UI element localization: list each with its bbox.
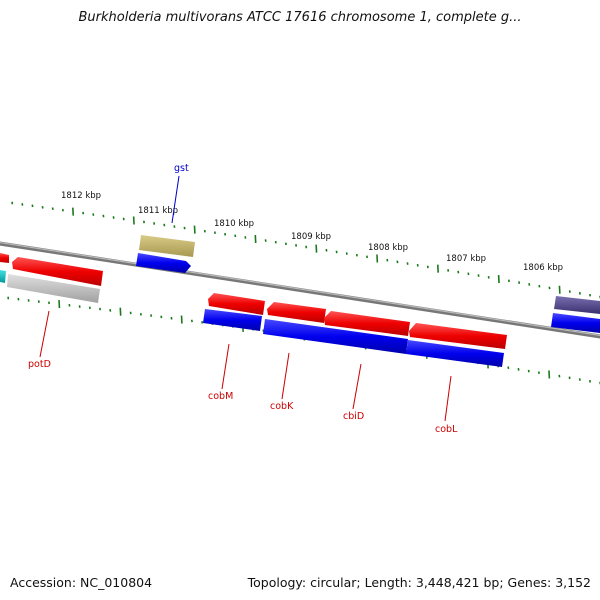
gene-feature-gst[interactable]: [139, 235, 195, 257]
gene-feature-gst-inner[interactable]: [136, 253, 191, 273]
label-line-gst: [171, 175, 180, 224]
gene-feature[interactable]: [406, 340, 504, 367]
scale-label-1807: 1807 kbp: [446, 254, 486, 264]
gene-label-cbiD[interactable]: cbiD: [343, 411, 364, 422]
label-line-potD: [39, 310, 50, 358]
gene-feature[interactable]: [12, 257, 103, 286]
gene-feature-cobM[interactable]: [208, 293, 265, 315]
label-line-cobK: [281, 352, 290, 400]
gene-feature-cobL[interactable]: [409, 323, 507, 349]
gene-feature[interactable]: [0, 253, 9, 263]
gene-feature-cobK[interactable]: [267, 302, 326, 323]
scale-label-1806: 1806 kbp: [523, 263, 563, 273]
label-line-cobL: [444, 375, 452, 422]
scale-label-1809: 1809 kbp: [291, 232, 331, 242]
scale-label-1812: 1812 kbp: [61, 191, 101, 201]
outer-features: [0, 235, 600, 314]
inner-features: [0, 253, 600, 367]
gene-feature[interactable]: [551, 313, 600, 333]
gene-feature[interactable]: [263, 319, 408, 354]
genome-summary: Topology: circular; Length: 3,448,421 bp…: [247, 575, 591, 590]
scale-label-1810: 1810 kbp: [214, 219, 254, 229]
gene-label-cobM[interactable]: cobM: [208, 391, 233, 402]
gene-feature[interactable]: [554, 296, 600, 314]
accession-label: Accession: NC_010804: [10, 575, 153, 590]
gene-label-potD[interactable]: potD: [28, 359, 51, 370]
gene-feature[interactable]: [7, 274, 100, 303]
scale-label-1811: 1811 kbp: [138, 206, 178, 216]
gene-label-lines: [39, 175, 452, 422]
gene-feature-cbiD[interactable]: [324, 311, 410, 336]
gene-label-gst[interactable]: gst: [174, 163, 189, 174]
label-line-cobM: [221, 343, 230, 390]
gene-label-cobK[interactable]: cobK: [270, 401, 294, 412]
gene-feature[interactable]: [0, 270, 6, 283]
gene-feature[interactable]: [203, 309, 262, 331]
genome-backbone: [0, 241, 600, 339]
genome-backbone-highlight: [0, 241, 600, 337]
map-title: Burkholderia multivorans ATCC 17616 chro…: [78, 10, 522, 25]
scale-label-1808: 1808 kbp: [368, 243, 408, 253]
gene-label-cobL[interactable]: cobL: [435, 424, 458, 435]
label-line-cbiD: [352, 363, 362, 410]
